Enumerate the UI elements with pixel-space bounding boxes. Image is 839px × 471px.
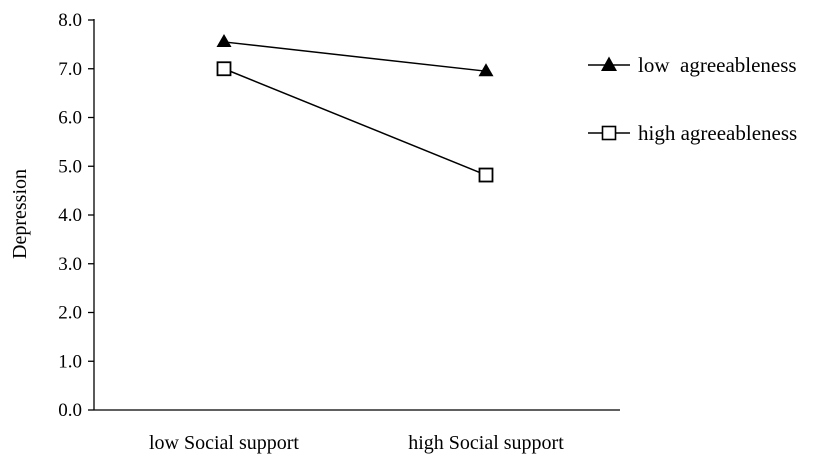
y-tick-label: 8.0: [58, 10, 82, 31]
y-axis-title: Depression: [9, 169, 31, 259]
data-point-triangle: [478, 63, 494, 77]
legend-item-high-agreeableness: high agreeableness: [588, 121, 797, 145]
x-category-label: high Social support: [408, 432, 564, 454]
y-ticks: 0.0 1.0 2.0 3.0 4.0 5.0 6.0 7.0 8.0: [58, 10, 94, 421]
legend-triangle-marker-icon: [601, 56, 617, 71]
x-axis: low Social support high Social support: [94, 409, 620, 454]
plot-area: [216, 33, 494, 183]
series-line-0: [223, 41, 487, 72]
y-tick-label: 2.0: [58, 303, 82, 324]
legend: low agreeableness high agreeableness: [588, 53, 797, 145]
legend-item-low-agreeableness: low agreeableness: [588, 53, 797, 77]
y-tick-label: 0.0: [58, 400, 82, 421]
y-tick-label: 5.0: [58, 156, 82, 177]
legend-square-marker-icon: [601, 125, 617, 141]
x-category-label: low Social support: [149, 432, 299, 454]
y-tick-label: 4.0: [58, 205, 82, 226]
y-tick-label: 1.0: [58, 351, 82, 372]
series-line-1: [223, 68, 487, 176]
y-tick-label: 6.0: [58, 108, 82, 129]
legend-label-low-agreeableness: low agreeableness: [638, 53, 797, 77]
y-tick-label: 3.0: [58, 254, 82, 275]
data-point-square: [478, 167, 494, 183]
y-tick-label: 7.0: [58, 59, 82, 80]
legend-label-high-agreeableness: high agreeableness: [638, 121, 797, 145]
y-axis: 0.0 1.0 2.0 3.0 4.0 5.0 6.0 7.0 8.0: [58, 10, 95, 421]
data-point-square: [216, 61, 232, 77]
data-point-triangle: [216, 33, 232, 47]
